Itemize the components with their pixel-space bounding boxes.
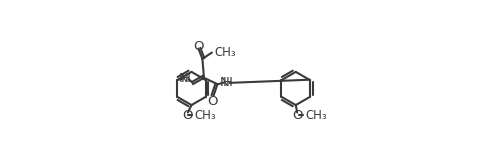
Text: H: H	[223, 76, 233, 89]
Text: O: O	[208, 95, 218, 108]
Text: N: N	[220, 76, 230, 89]
Text: O: O	[193, 40, 204, 53]
Text: O: O	[182, 109, 192, 122]
Text: CH₃: CH₃	[195, 109, 216, 122]
Text: O: O	[292, 109, 303, 122]
Text: N: N	[178, 72, 188, 85]
Text: CH₃: CH₃	[215, 46, 236, 59]
Text: CH₃: CH₃	[305, 109, 327, 122]
Text: H: H	[181, 72, 191, 85]
